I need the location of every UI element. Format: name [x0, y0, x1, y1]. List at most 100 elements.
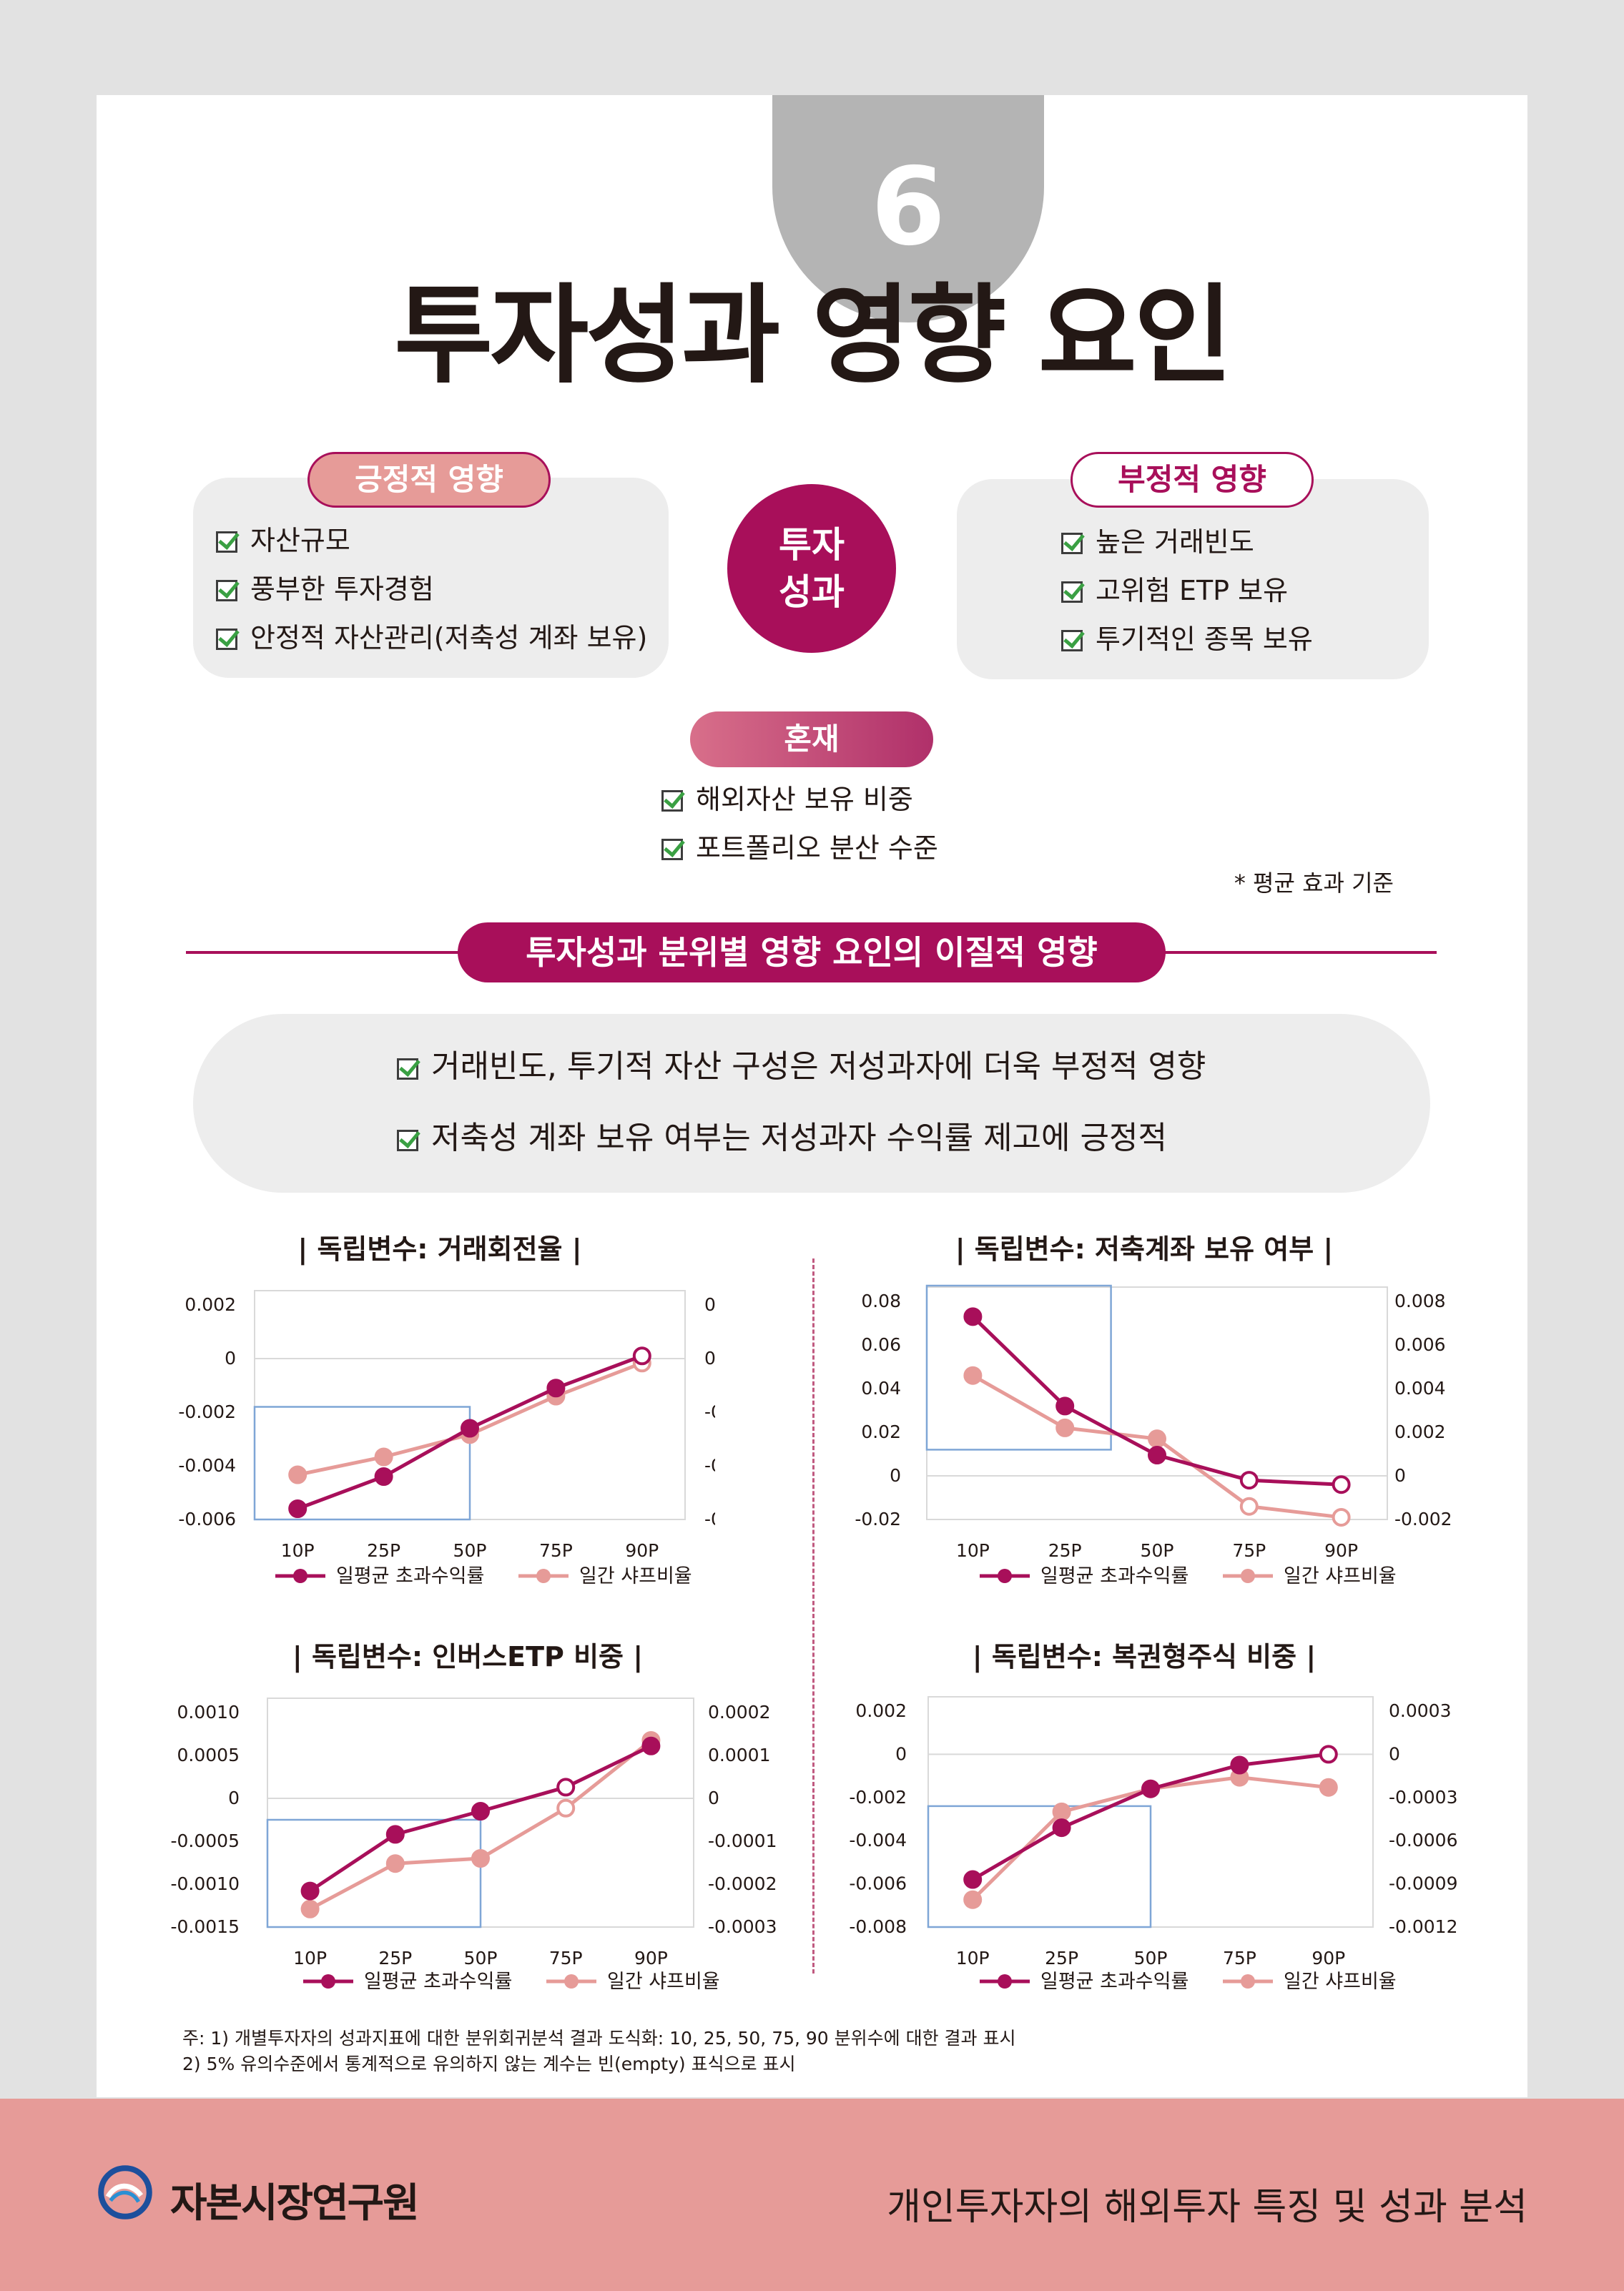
report-title: 개인투자자의 해외투자 특징 및 성과 분석 [887, 2186, 1527, 2229]
data-point [300, 1899, 320, 1918]
data-point [385, 1854, 405, 1873]
legend-label-series1: 일평균 초과수익률 [364, 1971, 512, 1993]
right-tick-label: 0.0003 [1389, 1700, 1451, 1721]
right-tick-label: 0 [1394, 1465, 1406, 1486]
note-text: * 평균 효과 기준 [1234, 869, 1394, 897]
category-label: 90P [625, 1540, 659, 1561]
data-point [641, 1736, 661, 1755]
legend-label-series2: 일간 샤프비율 [1284, 1565, 1397, 1587]
legend-label-series1: 일평균 초과수익률 [1040, 1971, 1189, 1993]
checkbox-icon [661, 790, 683, 812]
category-label: 50P [453, 1540, 487, 1561]
data-point [288, 1499, 307, 1518]
category-label: 10P [956, 1948, 990, 1969]
data-point [1319, 1745, 1338, 1764]
left-tick-label: -0.02 [855, 1509, 901, 1529]
left-tick-label: -0.004 [178, 1455, 236, 1476]
category-label: 50P [1141, 1540, 1174, 1561]
category-label: 90P [1311, 1948, 1345, 1969]
legend-marker-series2 [1241, 1974, 1255, 1989]
legend-label-series2: 일간 샤프비율 [1284, 1971, 1397, 1993]
left-tick-label: -0.002 [178, 1401, 236, 1422]
data-point [1230, 1755, 1249, 1775]
category-label: 75P [539, 1540, 573, 1561]
negative-item-2: 고위험 ETP 보유 [1061, 572, 1288, 609]
section-title: 투자성과 분위별 영향 요인의 이질적 영향 [458, 922, 1166, 982]
left-tick-label: 0.002 [855, 1700, 907, 1721]
data-point [300, 1881, 320, 1901]
chart-lottery-stock: | 독립변수: 복권형주식 비중 | 0.002 0 -0.002 -0.004 -0.0… [849, 1641, 1458, 1993]
chart-savings-account: | 독립변수: 저축계좌 보유 여부 | 0.08 0.06 0.04 0.02 0 -0.… [855, 1233, 1452, 1587]
data-point [1239, 1471, 1259, 1490]
investment-performance-circle: 투자 성과 [727, 484, 896, 653]
positive-box [193, 478, 669, 678]
category-label: 90P [634, 1948, 668, 1969]
left-tick-label: 0.0005 [177, 1745, 240, 1765]
left-tick-label: 0.02 [861, 1422, 901, 1442]
chart-trading-turnover: | 독립변수: 거래회전율 | 0.002 0 -0.002 -0.004 -0.006 0… [178, 1233, 715, 1587]
right-tick-label: 0.002 [1394, 1422, 1446, 1442]
right-tick-label: 0 [704, 1348, 715, 1369]
right-tick-label: -0.0009 [1389, 1873, 1458, 1894]
mixed-item-2: 포트폴리오 분산 수준 [661, 829, 938, 867]
highlight-box [927, 1805, 1152, 1928]
left-tick-label: 0.002 [184, 1294, 236, 1315]
negative-label: 부정적 영향 [1071, 452, 1314, 508]
data-point [1055, 1418, 1075, 1437]
legend-label-series2: 일간 샤프비율 [579, 1565, 692, 1587]
negative-item-3: 투기적인 종목 보유 [1061, 621, 1313, 658]
page-number-tab: 6 [772, 95, 1044, 322]
right-tick-label: 0 [708, 1788, 719, 1808]
data-point [385, 1825, 405, 1844]
highlight-box [266, 1818, 482, 1928]
right-tick-label: -0.0002 [708, 1873, 777, 1894]
left-tick-label: 0.08 [861, 1291, 901, 1311]
legend-marker-series1 [293, 1569, 307, 1583]
footer-band [0, 2099, 1624, 2291]
category-label: 90P [1324, 1540, 1358, 1561]
logo-text: 자본시장연구원 [170, 2180, 420, 2227]
right-tick-label: -0.0006 [704, 1401, 715, 1422]
category-label: 75P [1232, 1540, 1266, 1561]
category-label: 25P [378, 1948, 412, 1969]
left-tick-label: -0.004 [849, 1830, 907, 1851]
data-point [374, 1447, 393, 1467]
data-point [556, 1778, 576, 1797]
left-tick-label: 0.0010 [177, 1702, 240, 1723]
category-label: 25P [1048, 1540, 1082, 1561]
left-tick-label: -0.006 [849, 1873, 907, 1894]
checkbox-icon [397, 1058, 418, 1080]
data-point [1148, 1446, 1166, 1465]
right-tick-label: -0.0018 [704, 1509, 715, 1529]
data-point [632, 1346, 651, 1366]
page-number: 6 [870, 145, 946, 270]
right-tick-label: -0.0001 [708, 1831, 777, 1851]
checkbox-icon [1061, 630, 1083, 651]
right-tick-label: 0.006 [1394, 1334, 1446, 1355]
right-tick-label: -0.0003 [1389, 1787, 1458, 1808]
left-tick-label: 0 [890, 1465, 901, 1486]
category-label: 10P [281, 1540, 315, 1561]
left-tick-label: -0.002 [849, 1787, 907, 1808]
category-label: 25P [367, 1540, 400, 1561]
category-label: 50P [464, 1948, 498, 1969]
left-tick-label: 0.04 [861, 1378, 901, 1399]
data-point [1332, 1475, 1351, 1494]
data-point [963, 1366, 983, 1385]
legend-marker-series2 [564, 1974, 579, 1989]
checkbox-icon [216, 629, 237, 650]
right-tick-label: 0.0006 [704, 1294, 715, 1315]
chart-title: | 독립변수: 인버스ETP 비중 | [292, 1641, 643, 1673]
right-tick-label: -0.0003 [708, 1916, 777, 1937]
right-tick-label: 0.0001 [708, 1745, 770, 1765]
finding-item-2: 저축성 계좌 보유 여부는 저성과자 수익률 제고에 긍정적 [397, 1117, 1167, 1160]
left-tick-label: -0.0005 [171, 1831, 240, 1851]
data-point [1052, 1802, 1071, 1821]
right-tick-label: -0.0012 [704, 1455, 715, 1476]
chart-separator [812, 1258, 815, 1974]
right-tick-label: 0.008 [1394, 1291, 1446, 1311]
legend-label-series2: 일간 샤프비율 [607, 1971, 720, 1993]
negative-item-1: 높은 거래빈도 [1061, 523, 1254, 561]
category-label: 50P [1134, 1948, 1168, 1969]
data-point [1332, 1507, 1351, 1527]
